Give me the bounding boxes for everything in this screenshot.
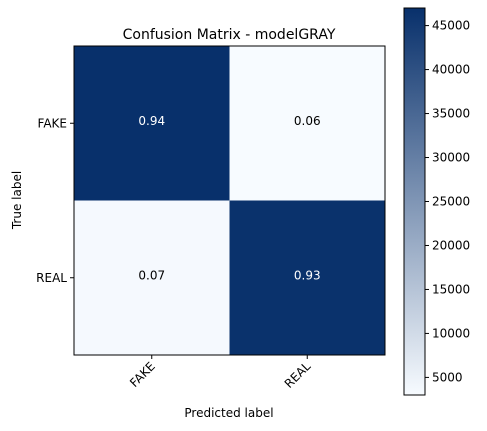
x-tick-label: FAKE bbox=[127, 359, 158, 390]
cell-value-label: 0.06 bbox=[294, 114, 321, 128]
cell-value-label: 0.94 bbox=[138, 114, 165, 128]
colorbar-tick-label: 30000 bbox=[432, 151, 470, 165]
colorbar-ticks: 5000 10000 15000 20000 25000 30000 35000 40000 4… bbox=[425, 19, 470, 384]
matrix-cell-0-0 bbox=[74, 46, 230, 201]
colorbar-tick-label: 10000 bbox=[432, 326, 470, 340]
matrix-cell-1-0 bbox=[74, 200, 230, 355]
cell-value-label: 0.93 bbox=[294, 268, 321, 282]
y-axis-label: True label bbox=[10, 171, 24, 230]
colorbar-tick-label: 5000 bbox=[432, 370, 463, 384]
colorbar bbox=[403, 7, 426, 396]
matrix-cells bbox=[74, 46, 385, 355]
cell-value-label: 0.07 bbox=[138, 268, 165, 282]
colorbar-tick-label: 35000 bbox=[432, 107, 470, 121]
x-tick-label: REAL bbox=[282, 359, 314, 391]
colorbar-tick-label: 20000 bbox=[432, 238, 470, 252]
y-tick-label: FAKE bbox=[38, 116, 67, 130]
chart-title: Confusion Matrix - modelGRAY bbox=[123, 27, 336, 43]
y-axis-ticks: FAKE REAL bbox=[36, 116, 74, 285]
x-axis-ticks: FAKE REAL bbox=[127, 355, 314, 391]
matrix-cell-1-1 bbox=[229, 200, 385, 355]
colorbar-tick-label: 25000 bbox=[432, 195, 470, 209]
colorbar-tick-label: 45000 bbox=[432, 19, 470, 33]
y-tick-label: REAL bbox=[36, 271, 67, 285]
colorbar-tick-label: 15000 bbox=[432, 282, 470, 296]
x-axis-label: Predicted label bbox=[184, 406, 273, 420]
matrix-frame bbox=[73, 45, 386, 356]
colorbar-tick-label: 40000 bbox=[432, 63, 470, 77]
matrix-cell-0-1 bbox=[229, 46, 385, 201]
matrix-cell-labels: 0.94 0.06 0.07 0.93 bbox=[138, 114, 320, 283]
